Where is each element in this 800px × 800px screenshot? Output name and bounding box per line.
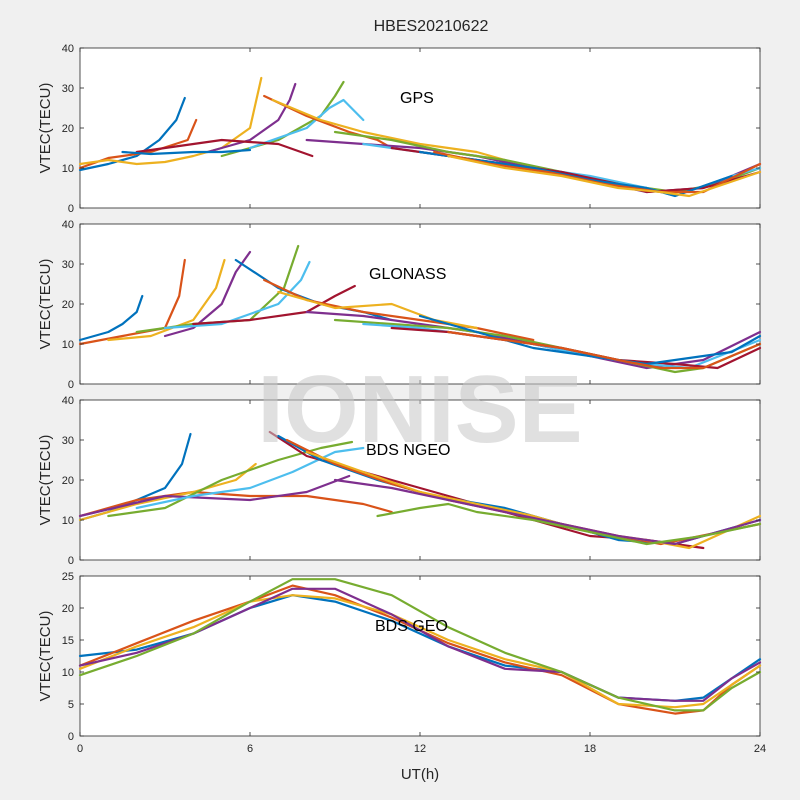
panel-annotation: BDS GEO bbox=[375, 618, 448, 635]
x-axis-label: UT(h) bbox=[401, 766, 439, 783]
y-tick-label: 10 bbox=[62, 515, 74, 527]
series-line bbox=[78, 587, 762, 702]
y-tick-label: 25 bbox=[62, 571, 74, 583]
series-line bbox=[121, 148, 252, 156]
panel-annotation: BDS NGEO bbox=[366, 442, 450, 459]
series-line bbox=[163, 260, 311, 330]
series-line bbox=[78, 462, 257, 522]
y-tick-label: 40 bbox=[62, 43, 74, 55]
plot-area bbox=[79, 223, 761, 385]
y-axis-label: VTEC(TECU) bbox=[37, 83, 54, 174]
y-tick-label: 10 bbox=[62, 163, 74, 175]
y-tick-label: 30 bbox=[62, 259, 74, 271]
y-tick-label: 30 bbox=[62, 83, 74, 95]
panel-gps: 0 10 20 30 40 VTEC(TECU) GPS bbox=[37, 43, 762, 215]
series-line bbox=[376, 502, 762, 546]
panel-glonass: 0 10 20 30 40 VTEC(TECU) GLONASS bbox=[37, 219, 762, 391]
series-line bbox=[78, 294, 144, 342]
plot-area bbox=[79, 47, 761, 209]
series-line bbox=[277, 290, 478, 330]
series-line bbox=[135, 446, 365, 510]
series-line bbox=[206, 82, 297, 154]
series-line bbox=[107, 440, 354, 518]
y-tick-label: 30 bbox=[62, 435, 74, 447]
y-tick-label: 5 bbox=[68, 699, 74, 711]
series-line bbox=[135, 138, 314, 158]
series-line bbox=[163, 250, 252, 338]
x-tick-label: 12 bbox=[414, 743, 426, 755]
y-tick-label: 40 bbox=[62, 395, 74, 407]
series-line bbox=[78, 594, 762, 709]
series-line bbox=[78, 96, 186, 172]
x-tick-label: 0 bbox=[77, 743, 83, 755]
series-line bbox=[78, 76, 263, 166]
y-tick-label: 20 bbox=[62, 123, 74, 135]
y-axis-label: VTEC(TECU) bbox=[37, 259, 54, 350]
series-line bbox=[78, 578, 762, 712]
series-line bbox=[248, 98, 365, 150]
series-line bbox=[78, 474, 351, 518]
plot-area bbox=[79, 399, 761, 561]
panel-bds-ngeo: 0 10 20 30 40 VTEC(TECU) BDS NGEO bbox=[37, 395, 762, 567]
panel-bds-geo: 0 5 10 15 20 25 VTEC(TECU) BDS GEO bbox=[37, 571, 762, 743]
series-line bbox=[78, 490, 393, 518]
series-line bbox=[447, 330, 762, 370]
y-tick-label: 40 bbox=[62, 219, 74, 231]
series-line bbox=[447, 154, 762, 198]
y-tick-label: 0 bbox=[68, 731, 74, 743]
x-tick-label: 18 bbox=[584, 743, 596, 755]
y-tick-label: 0 bbox=[68, 379, 74, 391]
y-tick-label: 20 bbox=[62, 475, 74, 487]
y-tick-label: 15 bbox=[62, 635, 74, 647]
panel-annotation: GLONASS bbox=[369, 266, 446, 283]
figure-title: HBES20210622 bbox=[374, 18, 489, 35]
y-tick-label: 0 bbox=[68, 203, 74, 215]
y-tick-label: 10 bbox=[62, 339, 74, 351]
y-axis-label: VTEC(TECU) bbox=[37, 435, 54, 526]
x-tick-label: 6 bbox=[247, 743, 253, 755]
series-line bbox=[305, 450, 762, 550]
panels: 0 10 20 30 40 VTEC(TECU) GPS 0 10 20 30 40 VTEC(TECU… bbox=[37, 43, 766, 755]
series-line bbox=[263, 278, 535, 342]
y-tick-label: 20 bbox=[62, 299, 74, 311]
y-axis-label: VTEC(TECU) bbox=[37, 611, 54, 702]
x-tick-label: 24 bbox=[754, 743, 766, 755]
y-tick-label: 20 bbox=[62, 603, 74, 615]
panel-annotation: GPS bbox=[400, 90, 434, 107]
plot-area bbox=[79, 575, 761, 737]
y-tick-label: 0 bbox=[68, 555, 74, 567]
series-line bbox=[107, 258, 226, 342]
watermark: IONISE bbox=[257, 356, 582, 463]
series-line bbox=[271, 98, 507, 162]
y-tick-label: 10 bbox=[62, 667, 74, 679]
